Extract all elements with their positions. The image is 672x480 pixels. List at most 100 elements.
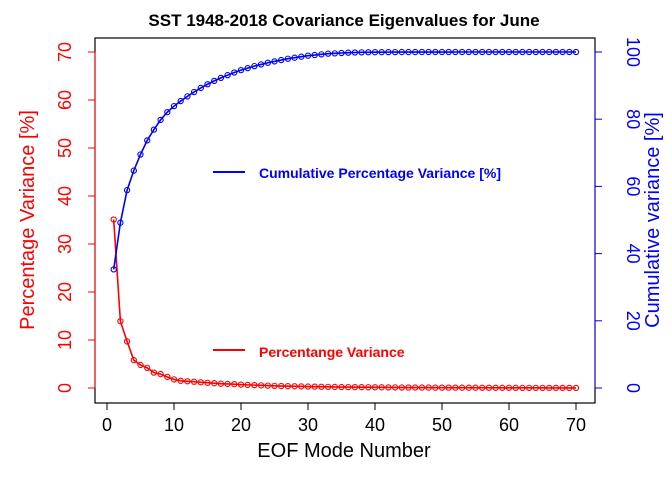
- point-percentage: [331, 383, 338, 391]
- point-cumulative: [512, 48, 519, 56]
- point-cumulative: [237, 66, 245, 74]
- point-cumulative: [298, 53, 305, 60]
- point-cumulative: [385, 48, 392, 56]
- point-percentage: [264, 382, 271, 389]
- point-cumulative: [485, 48, 493, 56]
- point-percentage: [566, 384, 573, 392]
- point-percentage: [559, 384, 566, 392]
- point-cumulative: [130, 167, 137, 174]
- point-percentage: [519, 384, 526, 392]
- point-cumulative: [190, 88, 198, 96]
- x-tick-label: 10: [164, 415, 184, 435]
- legend-cumulative: Cumulative Percentage Variance [%]: [213, 165, 501, 181]
- point-cumulative: [371, 49, 379, 56]
- point-percentage: [391, 384, 399, 391]
- point-cumulative: [391, 48, 399, 56]
- point-cumulative: [546, 48, 553, 56]
- point-percentage: [177, 377, 184, 384]
- point-percentage: [311, 383, 318, 390]
- x-tick-label: 50: [432, 415, 452, 435]
- point-cumulative: [572, 48, 580, 56]
- x-tick-label: 40: [365, 415, 385, 435]
- x-axis: 0 10 20 30 40 50 60 70: [102, 402, 586, 435]
- y-right-tick-label: 20: [623, 311, 643, 331]
- point-cumulative: [204, 81, 211, 88]
- point-percentage: [110, 216, 117, 223]
- point-cumulative: [117, 219, 124, 226]
- y-right-tick-label: 0: [623, 383, 643, 393]
- y-axis-left: 0 10 20 30 40 50 60 70: [55, 42, 96, 393]
- point-cumulative: [157, 116, 164, 124]
- point-cumulative: [324, 50, 332, 57]
- y-left-tick-label: 50: [55, 138, 75, 158]
- point-cumulative: [278, 56, 285, 64]
- point-percentage: [184, 378, 191, 385]
- y-axis-right: 0 20 40 60 80 100: [594, 37, 643, 393]
- point-cumulative: [137, 151, 144, 158]
- y-left-tick-label: 0: [55, 383, 75, 393]
- point-cumulative: [492, 48, 499, 56]
- point-cumulative: [559, 48, 566, 56]
- series-layer: [110, 48, 580, 392]
- point-cumulative: [452, 48, 459, 56]
- y-right-tick-label: 40: [623, 244, 643, 264]
- point-percentage: [271, 382, 278, 389]
- point-cumulative: [264, 59, 271, 66]
- point-cumulative: [244, 64, 251, 72]
- point-cumulative: [338, 49, 345, 57]
- point-cumulative: [412, 48, 419, 56]
- point-cumulative: [378, 49, 385, 56]
- point-cumulative: [472, 48, 479, 56]
- point-percentage: [318, 383, 325, 390]
- series-line-cumulative: [112, 51, 576, 270]
- point-percentage: [472, 384, 479, 391]
- point-cumulative: [284, 55, 292, 62]
- point-percentage: [204, 379, 211, 386]
- point-percentage: [117, 318, 124, 325]
- point-percentage: [251, 381, 258, 389]
- point-cumulative: [318, 51, 325, 58]
- y-right-tick-label: 60: [623, 176, 643, 196]
- point-cumulative: [418, 48, 426, 56]
- y-axis-right-label: Cumulative variance [%]: [642, 112, 664, 328]
- point-percentage: [371, 384, 379, 391]
- point-cumulative: [251, 62, 258, 70]
- x-tick-label: 20: [231, 415, 251, 435]
- point-percentage: [485, 384, 493, 391]
- point-percentage: [217, 380, 225, 387]
- point-percentage: [438, 384, 446, 391]
- chart-title: SST 1948-2018 Covariance Eigenvalues for…: [148, 11, 539, 30]
- point-percentage: [231, 381, 238, 388]
- point-percentage: [479, 384, 486, 391]
- point-percentage: [144, 364, 151, 371]
- point-cumulative: [505, 48, 513, 56]
- point-percentage: [137, 361, 144, 369]
- point-percentage: [257, 382, 265, 389]
- series-line-percentage: [112, 219, 576, 389]
- point-percentage: [291, 383, 298, 390]
- point-cumulative: [458, 48, 466, 56]
- point-percentage: [512, 384, 519, 391]
- point-cumulative: [358, 49, 365, 56]
- point-percentage: [358, 384, 365, 391]
- point-percentage: [365, 384, 372, 391]
- x-axis-label: EOF Mode Number: [257, 440, 431, 462]
- point-cumulative: [150, 126, 158, 133]
- y-left-tick-label: 40: [55, 186, 75, 206]
- y-left-tick-label: 30: [55, 234, 75, 254]
- point-percentage: [525, 384, 533, 392]
- point-percentage: [284, 383, 292, 390]
- point-cumulative: [552, 48, 560, 56]
- point-percentage: [190, 378, 198, 385]
- point-percentage: [465, 384, 472, 391]
- point-percentage: [445, 384, 452, 391]
- point-cumulative: [539, 48, 546, 56]
- point-percentage: [345, 383, 352, 391]
- point-percentage: [385, 384, 392, 391]
- point-percentage: [378, 384, 385, 391]
- point-percentage: [130, 357, 137, 364]
- point-cumulative: [177, 97, 184, 105]
- point-percentage: [398, 384, 405, 391]
- point-cumulative: [257, 61, 265, 68]
